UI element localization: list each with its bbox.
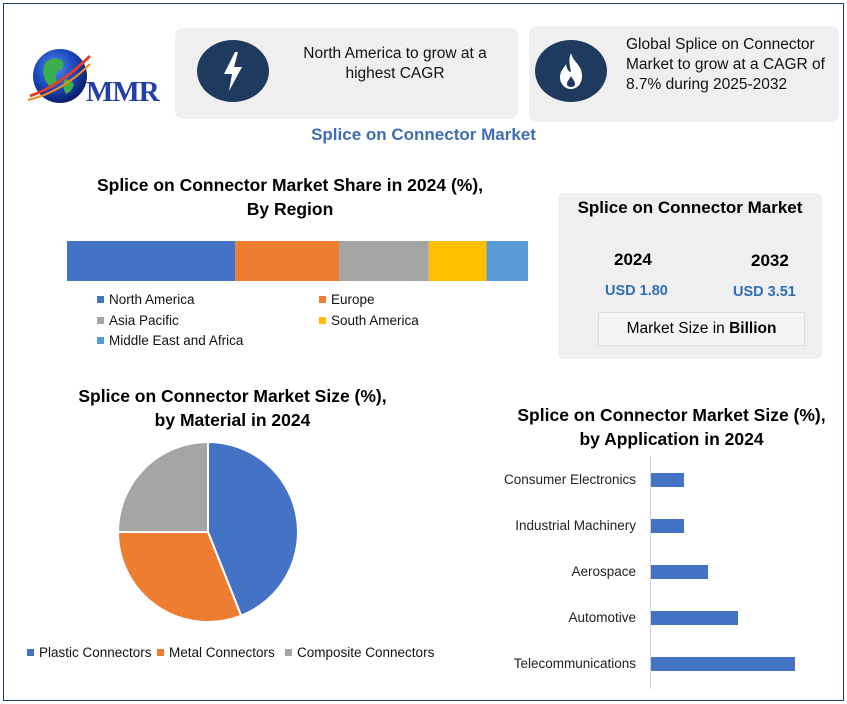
region-segment-middle-east-and-africa xyxy=(486,241,528,281)
material-pie-chart xyxy=(116,440,299,623)
category-label: Automotive xyxy=(568,610,636,625)
region-segment-asia-pacific xyxy=(338,241,429,281)
pie-slice-plastic-connectors xyxy=(207,440,299,617)
bar-aerospace xyxy=(651,565,708,579)
market-size-unit: Market Size in Billion xyxy=(598,312,805,346)
legend-north-america: North America xyxy=(97,292,195,307)
legend-middle-east-africa: Middle East and Africa xyxy=(97,333,243,348)
category-label: Aerospace xyxy=(571,564,636,579)
legend-composite-connectors: Composite Connectors xyxy=(285,645,434,660)
mmr-logo: MMR xyxy=(24,40,160,115)
legend-asia-pacific: Asia Pacific xyxy=(97,313,179,328)
region-segment-north-america xyxy=(67,241,236,281)
market-size-card: Splice on Connector Market 2024 2032 USD… xyxy=(558,193,822,359)
region-segment-europe xyxy=(235,241,339,281)
info-card-text: Global Splice on Connector Market to gro… xyxy=(626,36,825,93)
category-label: Telecommunications xyxy=(513,656,636,671)
logo-text: MMR xyxy=(86,76,160,108)
year-2024: 2024 xyxy=(614,250,652,269)
value-2024: USD 1.80 xyxy=(605,283,668,299)
legend-plastic-connectors: Plastic Connectors xyxy=(27,645,152,660)
flame-icon xyxy=(535,40,607,102)
value-2032: USD 3.51 xyxy=(733,284,796,300)
application-chart-title: Splice on Connector Market Size (%), by … xyxy=(517,405,826,449)
legend-europe: Europe xyxy=(319,292,375,307)
bar-telecommunications xyxy=(651,657,795,671)
info-card-text: North America to grow at a highest CAGR xyxy=(303,45,487,82)
region-stacked-bar xyxy=(67,241,528,281)
lightning-bolt-icon xyxy=(197,40,269,102)
category-label: Industrial Machinery xyxy=(515,518,636,533)
year-2032: 2032 xyxy=(751,251,789,270)
globe-icon xyxy=(27,49,92,103)
region-segment-south-america xyxy=(428,241,487,281)
legend-south-america: South America xyxy=(319,313,419,328)
info-card-cagr: Global Splice on Connector Market to gro… xyxy=(529,26,839,122)
region-chart-title: Splice on Connector Market Share in 2024… xyxy=(96,175,484,219)
pie-slice-metal-connectors xyxy=(116,531,243,623)
infographic-frame xyxy=(3,3,844,701)
application-bar-chart xyxy=(650,456,795,689)
category-label: Consumer Electronics xyxy=(503,472,636,487)
legend-metal-connectors: Metal Connectors xyxy=(157,645,275,660)
main-title: Splice on Connector Market xyxy=(311,125,536,144)
market-size-title: Splice on Connector Market xyxy=(577,198,803,217)
info-card-north-america: North America to grow at a highest CAGR xyxy=(175,28,518,119)
bar-automotive xyxy=(651,611,738,625)
material-chart-title: Splice on Connector Market Size (%), by … xyxy=(78,386,387,430)
bar-industrial-machinery xyxy=(651,519,684,533)
bar-consumer-electronics xyxy=(651,473,684,487)
pie-slice-composite-connectors xyxy=(116,440,209,533)
